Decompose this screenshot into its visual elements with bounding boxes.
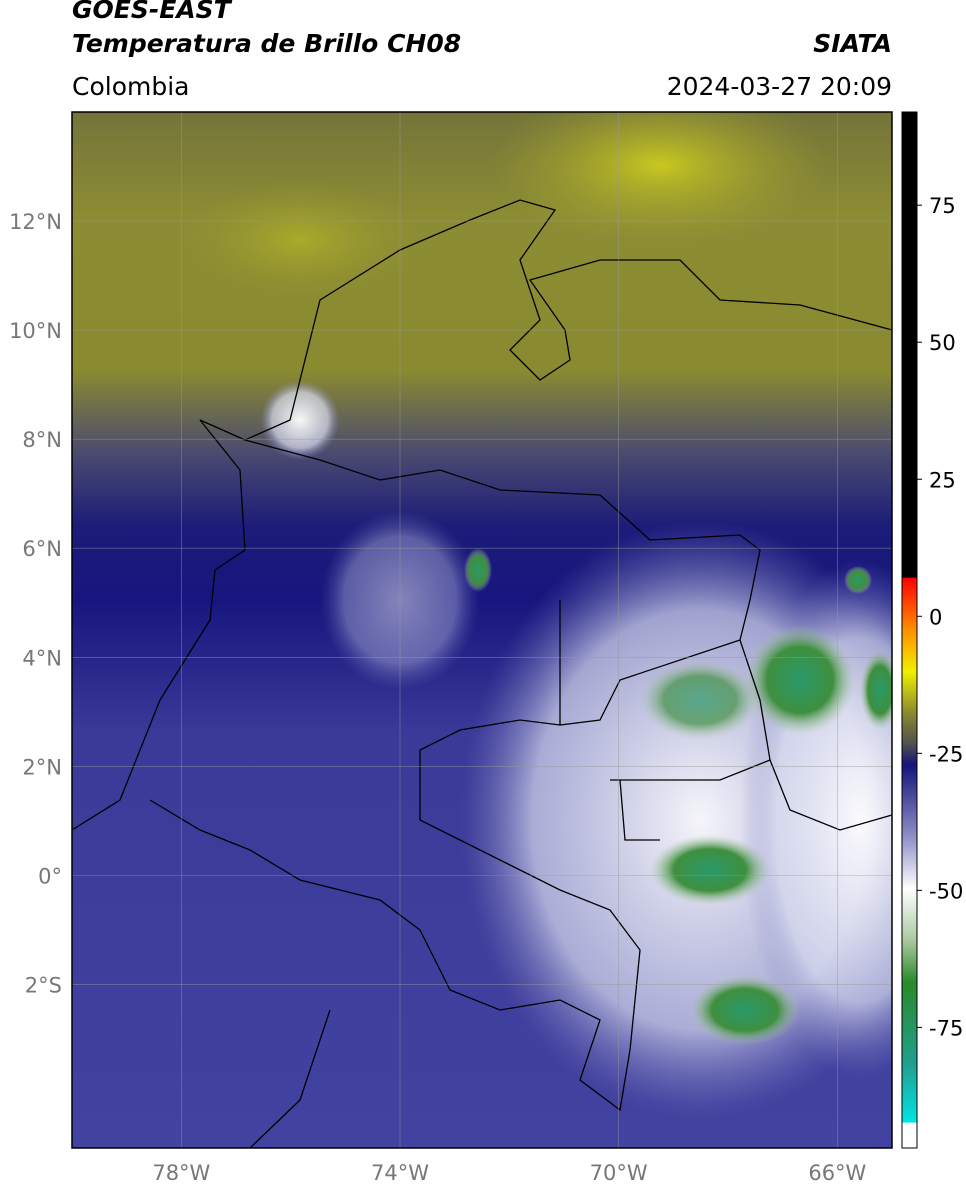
x-tick-label: 74°W [371,1161,429,1185]
colorbar-tick-label: -25 [929,742,963,766]
y-tick-label: 6°N [22,537,62,561]
map-frame [71,111,893,1149]
x-tick-label: 66°W [808,1161,866,1185]
colorbar-tick-label: 75 [929,194,956,218]
colorbar-tick-label: 50 [929,331,956,355]
y-tick-label: 10°N [9,319,62,343]
colorbar-tick-label: 25 [929,468,956,492]
y-tick-label: 12°N [9,210,62,234]
colorbar-tick-label: 0 [929,605,942,629]
y-tick-label: 8°N [22,428,62,452]
product: Temperatura de Brillo CH08 [72,29,461,58]
y-tick-label: 4°N [22,646,62,670]
colorbar [901,111,918,1149]
y-tick-label: 2°S [25,973,62,997]
y-tick-label: 0° [38,864,62,888]
datetime: 2024-03-27 20:09 [667,72,892,101]
x-tick-label: 70°W [590,1161,648,1185]
satellite: GOES-EAST [72,0,233,24]
colorbar-tick-label: -75 [929,1016,963,1040]
colorbar-tick-label: -50 [929,879,963,903]
source: SIATA [813,29,892,58]
satellite-image [72,112,892,1148]
y-tick-label: 2°N [22,755,62,779]
region: Colombia [72,72,189,101]
x-tick-label: 78°W [152,1161,210,1185]
